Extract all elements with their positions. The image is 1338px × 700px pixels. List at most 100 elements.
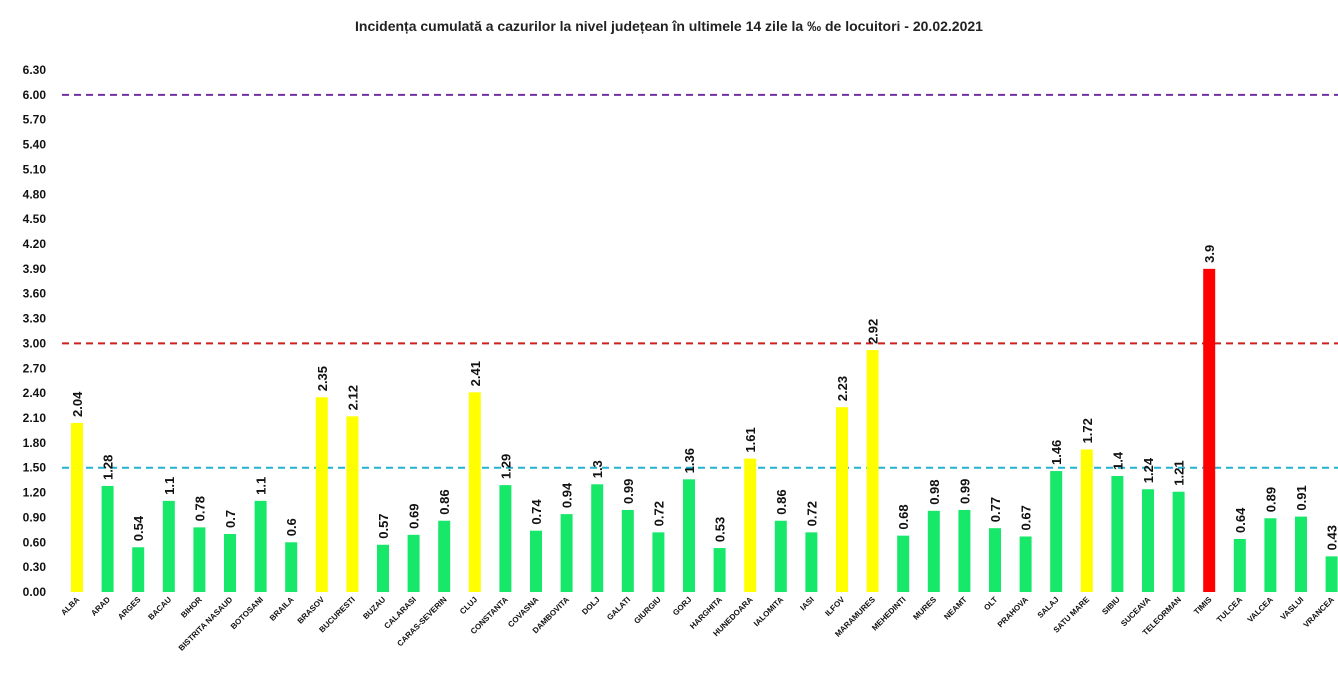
y-tick-label: 0.60	[23, 535, 47, 549]
bar-bihor	[193, 527, 206, 592]
value-label: 2.35	[315, 366, 330, 391]
bar-constanta	[499, 485, 512, 592]
y-tick-label: 1.20	[23, 486, 47, 500]
y-tick-label: 4.20	[23, 237, 47, 251]
category-label: GIURGIU	[632, 595, 663, 626]
bar-botosani	[254, 500, 267, 592]
category-label: IALOMITA	[752, 595, 785, 628]
value-labels: 2.04 1.28 0.54 1.1 0.78 0.7 1.1 0.6 2.35 2.12 0.57…	[70, 245, 1338, 551]
category-label: BISTRITA NASAUD	[177, 595, 235, 653]
category-label: TIMIS	[1192, 595, 1214, 617]
bar-bistrita-nasaud	[224, 534, 236, 592]
category-label: OLT	[982, 595, 999, 612]
bar-mures	[927, 510, 940, 592]
category-label: SIBIU	[1100, 595, 1122, 617]
value-label: 0.74	[529, 499, 544, 525]
bar-valcea	[1264, 518, 1277, 592]
bar-ialomita	[774, 520, 787, 592]
y-tick-label: 3.00	[23, 336, 47, 350]
chart-title: Incidența cumulată a cazurilor la nivel …	[355, 18, 983, 34]
category-label: BRASOV	[296, 595, 327, 626]
value-label: 0.98	[927, 479, 942, 504]
y-tick-label: 5.10	[23, 162, 47, 176]
bar-cluj	[468, 392, 481, 592]
category-label: CLUJ	[458, 595, 479, 616]
value-label: 0.77	[988, 497, 1003, 522]
value-label: 0.67	[1019, 505, 1034, 530]
category-label: BIHOR	[179, 595, 204, 620]
bar-salaj	[1050, 471, 1063, 592]
y-tick-label: 4.50	[23, 212, 47, 226]
value-label: 0.72	[804, 501, 819, 526]
bar-mehedinti	[897, 535, 910, 592]
value-label: 0.99	[621, 479, 636, 504]
value-label: 1.72	[1080, 418, 1095, 443]
category-label: BUZAU	[361, 595, 387, 621]
category-label: PRAHOVA	[996, 595, 1030, 629]
threshold-lines	[62, 93, 1338, 469]
value-label: 2.41	[468, 361, 483, 386]
value-label: 0.43	[1325, 525, 1338, 550]
value-label: 0.89	[1263, 487, 1278, 512]
bar-bucuresti	[346, 416, 359, 592]
value-label: 0.72	[651, 501, 666, 526]
bar-arad	[101, 485, 114, 592]
bar-braila	[285, 542, 298, 592]
bar-calarasi	[407, 534, 420, 592]
bar-bacau	[162, 500, 175, 592]
bar-timis	[1203, 268, 1216, 592]
y-tick-label: 2.70	[23, 361, 47, 375]
value-label: 0.78	[192, 496, 207, 521]
value-label: 2.92	[866, 319, 881, 344]
value-label: 0.64	[1233, 507, 1248, 533]
y-tick-label: 6.00	[23, 88, 47, 102]
value-label: 0.57	[376, 513, 391, 538]
value-label: 2.12	[345, 385, 360, 410]
y-tick-label: 3.90	[23, 262, 47, 276]
value-label: 1.3	[590, 460, 605, 478]
bars	[71, 268, 1338, 592]
value-label: 0.86	[437, 489, 452, 514]
category-label: VASLUI	[1279, 595, 1306, 622]
bar-dambovita	[560, 514, 573, 592]
value-label: 1.36	[682, 448, 697, 473]
bar-tulcea	[1233, 538, 1246, 592]
category-label: ARAD	[89, 595, 112, 618]
y-axis-ticks: 0.00 0.30 0.60 0.90 1.20 1.50 1.80 2.10 2.40 2.70…	[23, 63, 47, 599]
bar-galati	[621, 509, 634, 592]
value-label: 1.4	[1110, 451, 1125, 470]
bar-hunedoara	[744, 458, 757, 592]
value-label: 1.21	[1172, 460, 1187, 485]
y-tick-label: 1.80	[23, 436, 47, 450]
bar-neamt	[958, 509, 971, 592]
category-label: BOTOSANI	[229, 595, 265, 631]
category-label: SALAJ	[1036, 595, 1061, 620]
value-label: 1.1	[254, 477, 269, 495]
bar-arges	[132, 547, 145, 592]
value-label: 2.04	[70, 391, 85, 417]
bar-vrancea	[1325, 556, 1338, 592]
bar-iasi	[805, 532, 818, 592]
bar-suceava	[1142, 489, 1154, 592]
y-tick-label: 2.10	[23, 411, 47, 425]
category-label: NEAMT	[942, 595, 969, 622]
y-tick-label: 0.30	[23, 560, 47, 574]
bar-satu-mare	[1080, 449, 1093, 592]
category-label: BRAILA	[268, 595, 296, 623]
value-label: 0.53	[713, 517, 728, 542]
category-label: GORJ	[671, 595, 693, 617]
bar-buzau	[377, 544, 389, 592]
y-tick-label: 2.40	[23, 386, 47, 400]
y-tick-label: 5.40	[23, 138, 47, 152]
bar-giurgiu	[652, 532, 665, 592]
y-tick-label: 0.00	[23, 585, 47, 599]
bar-prahova	[1019, 536, 1032, 592]
category-label: ALBA	[59, 595, 81, 617]
category-label: VALCEA	[1246, 595, 1275, 624]
category-label: VRANCEA	[1302, 595, 1336, 629]
category-label: MURES	[911, 595, 938, 622]
y-tick-label: 3.60	[23, 287, 47, 301]
bar-teleorman	[1172, 491, 1185, 592]
